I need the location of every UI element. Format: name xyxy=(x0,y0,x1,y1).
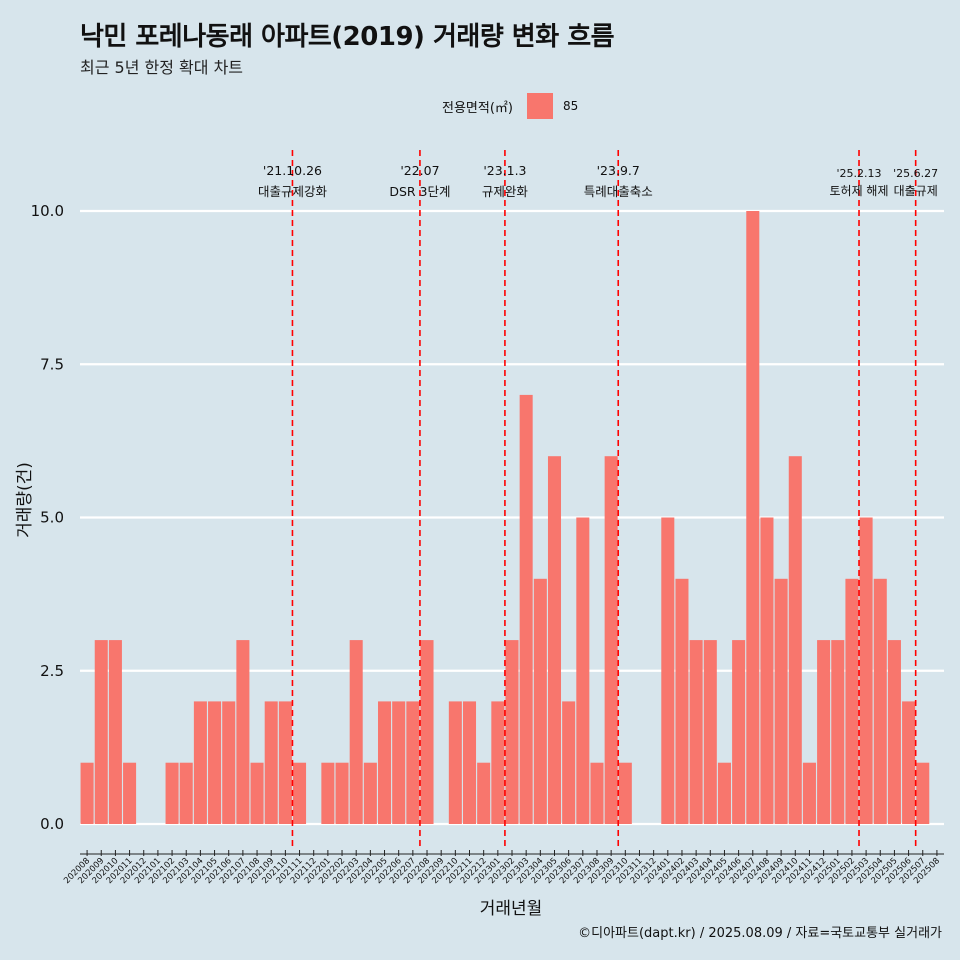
bar-202210 xyxy=(448,701,462,824)
bar-202501 xyxy=(831,640,845,824)
event-label: 특례대출축소 xyxy=(584,184,653,199)
bar-202212 xyxy=(477,762,491,824)
bar-202504 xyxy=(873,578,887,824)
bar-202409 xyxy=(774,578,788,824)
bar-202407 xyxy=(746,211,760,824)
bar-202207 xyxy=(406,701,420,824)
chart-subtitle: 최근 5년 한정 확대 차트 xyxy=(80,58,244,77)
bar-202206 xyxy=(392,701,406,824)
bar-202308 xyxy=(590,762,604,824)
bar-202201 xyxy=(321,762,335,824)
bar-202404 xyxy=(703,640,717,824)
event-label: 토허제 해제 xyxy=(830,184,889,198)
bar-202009 xyxy=(94,640,108,824)
y-tick-label: 7.5 xyxy=(40,355,64,373)
source-credit: ©디아파트(dapt.kr) / 2025.08.09 / 자료=국토교통부 실… xyxy=(578,926,942,941)
bar-202103 xyxy=(179,762,193,824)
event-date: '23.9.7 xyxy=(597,163,640,178)
chart-title: 낙민 포레나동래 아파트(2019) 거래량 변화 흐름 xyxy=(80,22,615,52)
bar-202102 xyxy=(165,762,179,824)
bar-202401 xyxy=(661,517,675,824)
bar-202406 xyxy=(732,640,746,824)
bar-202305 xyxy=(547,456,562,824)
bar-202304 xyxy=(533,578,547,824)
bar-202306 xyxy=(562,701,576,824)
bar-202107 xyxy=(236,640,250,824)
legend-label: 85 xyxy=(562,99,579,113)
y-tick-label: 2.5 xyxy=(40,662,64,680)
bar-202402 xyxy=(675,578,689,824)
bar-202011 xyxy=(123,762,137,824)
y-tick-label: 0.0 xyxy=(40,815,64,833)
bar-202505 xyxy=(887,640,901,824)
legend-swatch xyxy=(526,93,553,119)
y-tick-label: 5.0 xyxy=(40,509,64,527)
legend: 전용면적(㎡) 85 xyxy=(442,93,578,119)
x-axis-label: 거래년월 xyxy=(480,899,543,919)
bar-202506 xyxy=(902,701,916,824)
event-date: '25.2.13 xyxy=(837,167,882,180)
bar-202010 xyxy=(108,640,122,824)
event-layer: '21.10.26 대출규제강화 '22.07 DSR 3단계 '23.1.3 규제완화 '… xyxy=(258,150,938,848)
bar-202208 xyxy=(420,640,434,824)
bar-202408 xyxy=(760,517,774,824)
bar-202310 xyxy=(618,762,632,824)
bar-202111 xyxy=(293,762,307,824)
bar-202403 xyxy=(689,640,703,824)
bar-layer xyxy=(80,211,930,824)
bar-202309 xyxy=(604,456,618,824)
bar-202502 xyxy=(845,578,859,824)
bar-202008 xyxy=(80,762,94,824)
bar-202307 xyxy=(576,517,590,824)
bar-202203 xyxy=(349,640,363,824)
event-label: 대출규제 xyxy=(894,184,938,198)
bar-202302 xyxy=(505,640,519,824)
bar-202405 xyxy=(717,762,731,824)
bar-202204 xyxy=(363,762,377,824)
bar-202303 xyxy=(519,394,533,824)
bar-202110 xyxy=(278,701,292,824)
bar-202411 xyxy=(802,762,816,824)
legend-title: 전용면적(㎡) xyxy=(442,100,513,116)
bar-202412 xyxy=(817,640,831,824)
y-axis-label: 거래량(건) xyxy=(15,462,35,538)
event-date: '23.1.3 xyxy=(483,163,526,178)
bar-202105 xyxy=(208,701,222,824)
bar-202202 xyxy=(335,762,349,824)
event-label: 대출규제강화 xyxy=(258,184,328,199)
event-label: 규제완화 xyxy=(482,184,529,199)
bar-202108 xyxy=(250,762,264,824)
bar-202205 xyxy=(378,701,392,824)
bar-202410 xyxy=(788,456,802,824)
bar-202109 xyxy=(264,701,278,824)
y-tick-label: 10.0 xyxy=(31,202,64,220)
bar-202301 xyxy=(491,701,505,824)
event-date: '25.6.27 xyxy=(893,167,938,180)
bar-202211 xyxy=(462,701,477,824)
bar-202503 xyxy=(859,517,873,824)
bar-202507 xyxy=(916,762,930,824)
event-date: '22.07 xyxy=(400,163,439,178)
bar-202104 xyxy=(193,701,207,824)
event-date: '21.10.26 xyxy=(263,163,322,178)
event-label: DSR 3단계 xyxy=(389,184,450,199)
bar-202106 xyxy=(222,701,236,824)
axis-layer: 0.02.55.07.510.0202008202009202010202011… xyxy=(31,202,944,886)
